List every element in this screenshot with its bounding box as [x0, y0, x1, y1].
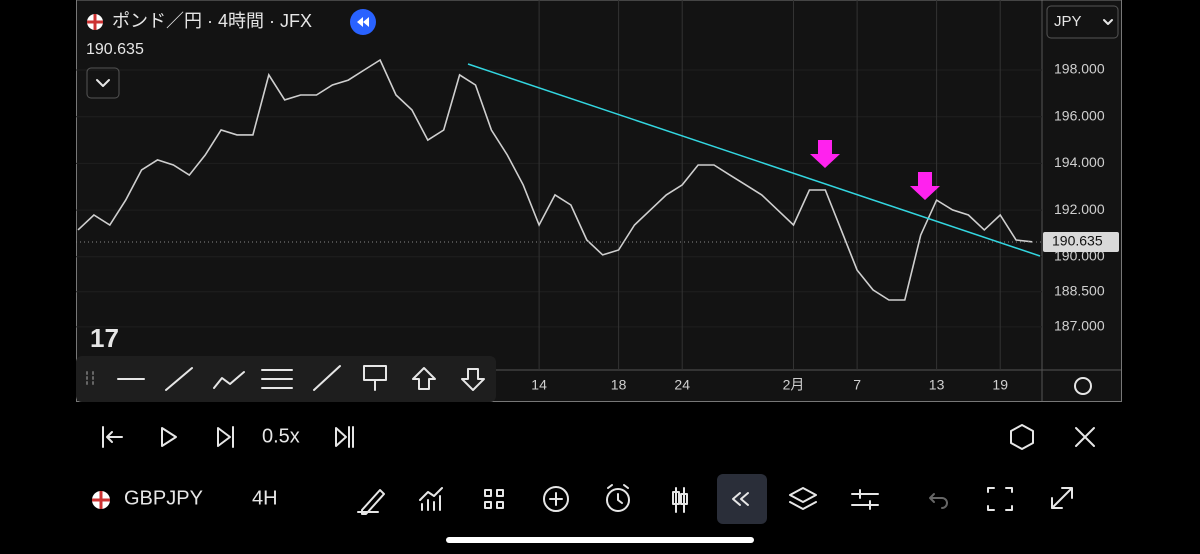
- chart-panel: [76, 0, 1122, 402]
- close[interactable]: [1075, 427, 1095, 447]
- replay-icon: [357, 17, 369, 27]
- replay-controls: [102, 424, 1095, 450]
- flag-icon: [92, 491, 110, 509]
- tool-fib[interactable]: [261, 369, 293, 389]
- add[interactable]: [543, 486, 569, 512]
- fullscreen[interactable]: [987, 487, 1013, 511]
- objects[interactable]: [789, 487, 817, 510]
- chevron-icon: [96, 79, 110, 87]
- symbol[interactable]: GBPJPY: [124, 487, 203, 509]
- play[interactable]: [161, 427, 177, 447]
- x-tick-label: 19: [992, 377, 1008, 393]
- settings[interactable]: [1010, 424, 1034, 450]
- chevron-icon: [1103, 19, 1113, 25]
- add-icon: [549, 492, 563, 506]
- chart-title: ポンド／円 · 4時間 · JFX: [112, 11, 312, 31]
- drawing-tools: [86, 365, 485, 391]
- step-forward[interactable]: [217, 426, 234, 448]
- collapse-button[interactable]: [86, 67, 120, 99]
- last-price-box: [1043, 231, 1119, 252]
- replay[interactable]: [732, 492, 749, 506]
- tool-arrow-up[interactable]: [412, 367, 436, 390]
- tool-arrow-down[interactable]: [461, 368, 485, 391]
- speed[interactable]: 0.5x: [262, 425, 300, 447]
- y-tick-label: 188.500: [1054, 283, 1105, 299]
- y-tick-label: 194.000: [1054, 154, 1105, 170]
- panel-border: [76, 0, 1122, 402]
- x-tick-label: 14: [531, 377, 547, 393]
- layouts[interactable]: [484, 489, 504, 509]
- chart-type[interactable]: [672, 487, 688, 513]
- x-tick-label: 13: [929, 377, 945, 393]
- currency-select[interactable]: [1046, 5, 1119, 39]
- arrow-marker: [910, 172, 940, 200]
- forward-end[interactable]: [335, 426, 354, 448]
- plot: 187.000188.500190.000192.000194.000196.0…: [76, 0, 1119, 393]
- expand[interactable]: [1051, 487, 1073, 509]
- x-tick-label: 24: [674, 377, 690, 393]
- arrow-marker: [810, 140, 840, 168]
- tool-text[interactable]: [363, 365, 387, 391]
- y-tick-label: 187.000: [1054, 318, 1105, 334]
- alert-icon: [607, 484, 629, 504]
- currency-label: JPY: [1054, 13, 1082, 30]
- last-price: 190.635: [86, 41, 144, 58]
- x-tick-label: 18: [611, 377, 627, 393]
- price-line: [77, 58, 1033, 301]
- tool-ray[interactable]: [165, 367, 193, 391]
- trend-line: [467, 63, 1041, 257]
- y-tick-label: 198.000: [1054, 61, 1105, 77]
- bottom-toolbar: [357, 484, 1073, 515]
- settings-icon[interactable]: [1074, 377, 1092, 395]
- x-tick-label: 2月: [783, 377, 805, 393]
- home-indicator: [446, 537, 754, 543]
- last-price-label: 190.635: [1052, 233, 1103, 249]
- alert[interactable]: [606, 488, 630, 512]
- indicators[interactable]: [419, 487, 443, 511]
- undo[interactable]: [929, 493, 948, 509]
- drag-handle[interactable]: [86, 371, 94, 387]
- x-tick-label: 7: [853, 377, 861, 393]
- draw[interactable]: [357, 489, 385, 515]
- settings-sliders[interactable]: [851, 489, 879, 510]
- y-tick-label: 196.000: [1054, 107, 1105, 123]
- logo: 17: [90, 323, 119, 353]
- tool-line[interactable]: [313, 365, 341, 391]
- jump-back[interactable]: [102, 426, 123, 448]
- tool-path[interactable]: [213, 371, 245, 389]
- flag-icon: [87, 14, 103, 30]
- interval[interactable]: 4H: [252, 487, 278, 509]
- y-tick-label: 192.000: [1054, 201, 1105, 217]
